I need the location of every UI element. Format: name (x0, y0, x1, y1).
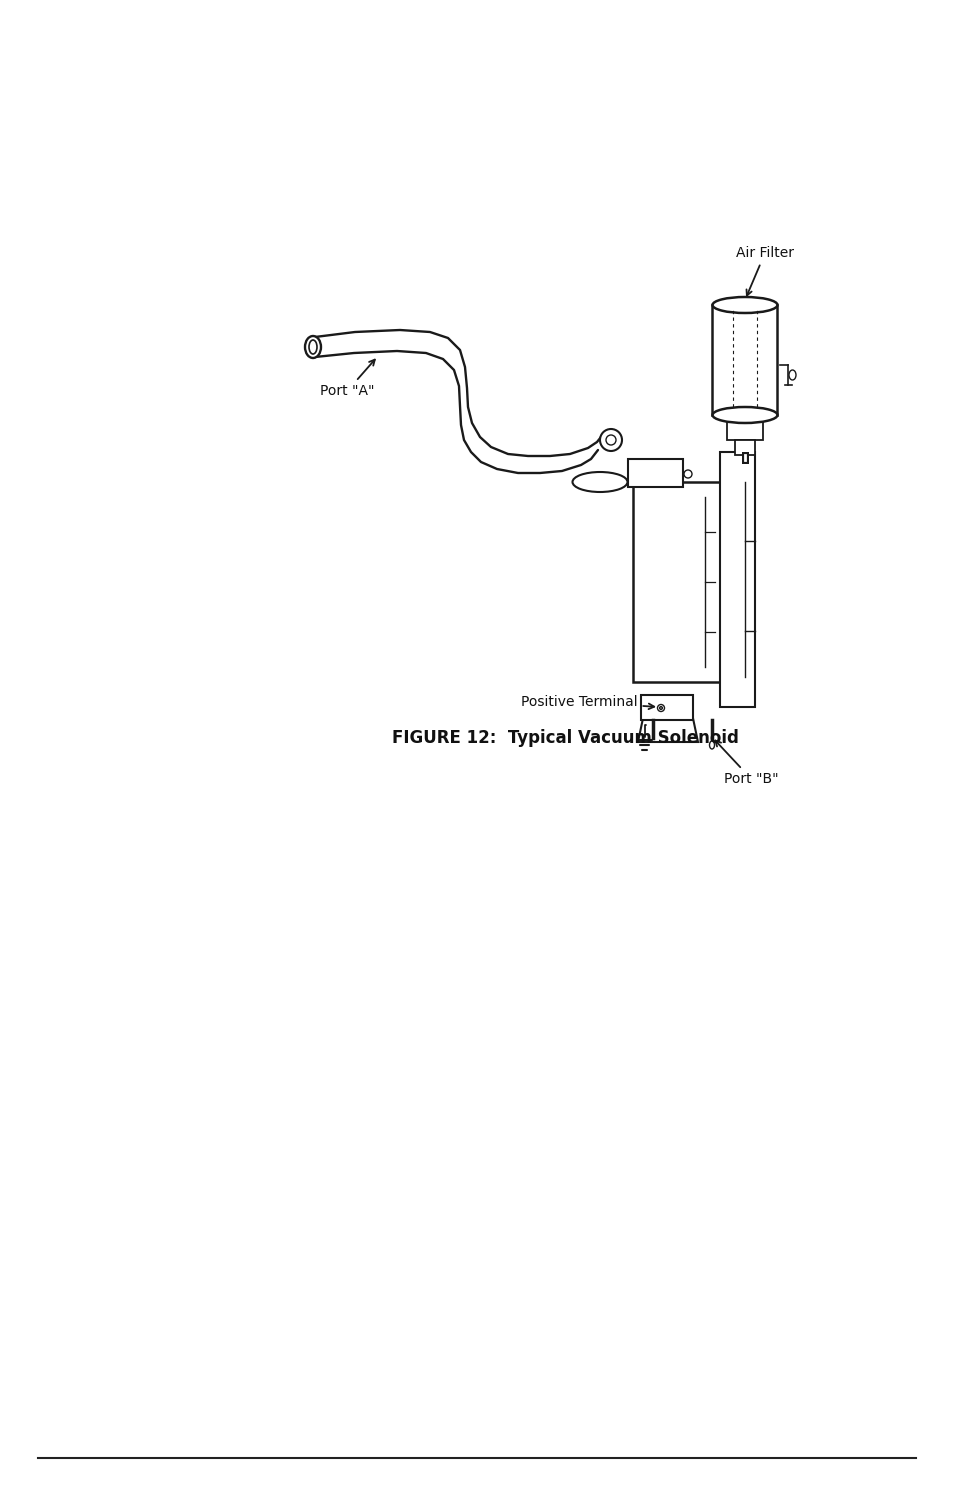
Text: Port "A": Port "A" (319, 360, 375, 398)
Bar (734, 440, 754, 454)
Bar (720, 452, 754, 706)
Ellipse shape (309, 340, 316, 354)
Text: Air Filter: Air Filter (735, 246, 793, 296)
Polygon shape (314, 330, 604, 472)
Ellipse shape (605, 435, 616, 445)
Ellipse shape (709, 741, 714, 748)
Text: Positive Terminal: Positive Terminal (520, 694, 654, 709)
Ellipse shape (305, 336, 320, 358)
Text: Port "B": Port "B" (715, 741, 778, 786)
Text: FIGURE 12:  Typical Vacuum Solenoid: FIGURE 12: Typical Vacuum Solenoid (391, 729, 738, 747)
Ellipse shape (599, 429, 621, 451)
Ellipse shape (659, 706, 661, 710)
Ellipse shape (572, 472, 627, 492)
Bar (633, 482, 720, 682)
Ellipse shape (683, 470, 691, 478)
Ellipse shape (712, 406, 777, 423)
Ellipse shape (788, 370, 795, 380)
Bar (726, 416, 762, 440)
Ellipse shape (712, 297, 777, 314)
Bar (640, 694, 692, 720)
Bar (627, 459, 682, 488)
Polygon shape (638, 704, 698, 742)
Ellipse shape (657, 705, 664, 711)
